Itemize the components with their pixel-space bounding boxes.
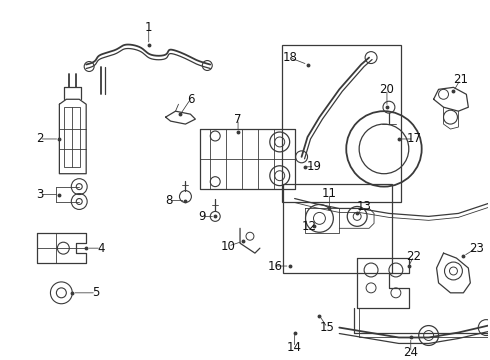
Text: 10: 10 — [220, 240, 236, 253]
Text: 12: 12 — [302, 220, 317, 233]
Text: 6: 6 — [187, 93, 194, 106]
Text: 22: 22 — [406, 249, 421, 262]
Text: 8: 8 — [165, 194, 172, 207]
Text: 2: 2 — [36, 132, 43, 145]
Text: 3: 3 — [36, 188, 43, 201]
Text: 11: 11 — [322, 187, 337, 200]
Bar — [283, 184, 392, 273]
Text: 1: 1 — [145, 21, 152, 34]
Text: 16: 16 — [267, 260, 282, 273]
Text: 4: 4 — [98, 242, 105, 255]
Text: 5: 5 — [93, 286, 100, 299]
Text: 7: 7 — [234, 113, 242, 126]
Text: 9: 9 — [198, 210, 206, 223]
Text: 20: 20 — [380, 83, 394, 96]
Text: 13: 13 — [357, 200, 371, 213]
Text: 23: 23 — [469, 242, 484, 255]
Text: 18: 18 — [282, 51, 297, 64]
Bar — [64, 107, 80, 167]
Text: 14: 14 — [287, 341, 302, 354]
Text: 24: 24 — [403, 346, 418, 359]
Text: 15: 15 — [320, 321, 335, 334]
Text: 19: 19 — [307, 160, 322, 173]
Text: 17: 17 — [406, 132, 421, 145]
Bar — [282, 45, 401, 202]
Text: 21: 21 — [453, 73, 468, 86]
